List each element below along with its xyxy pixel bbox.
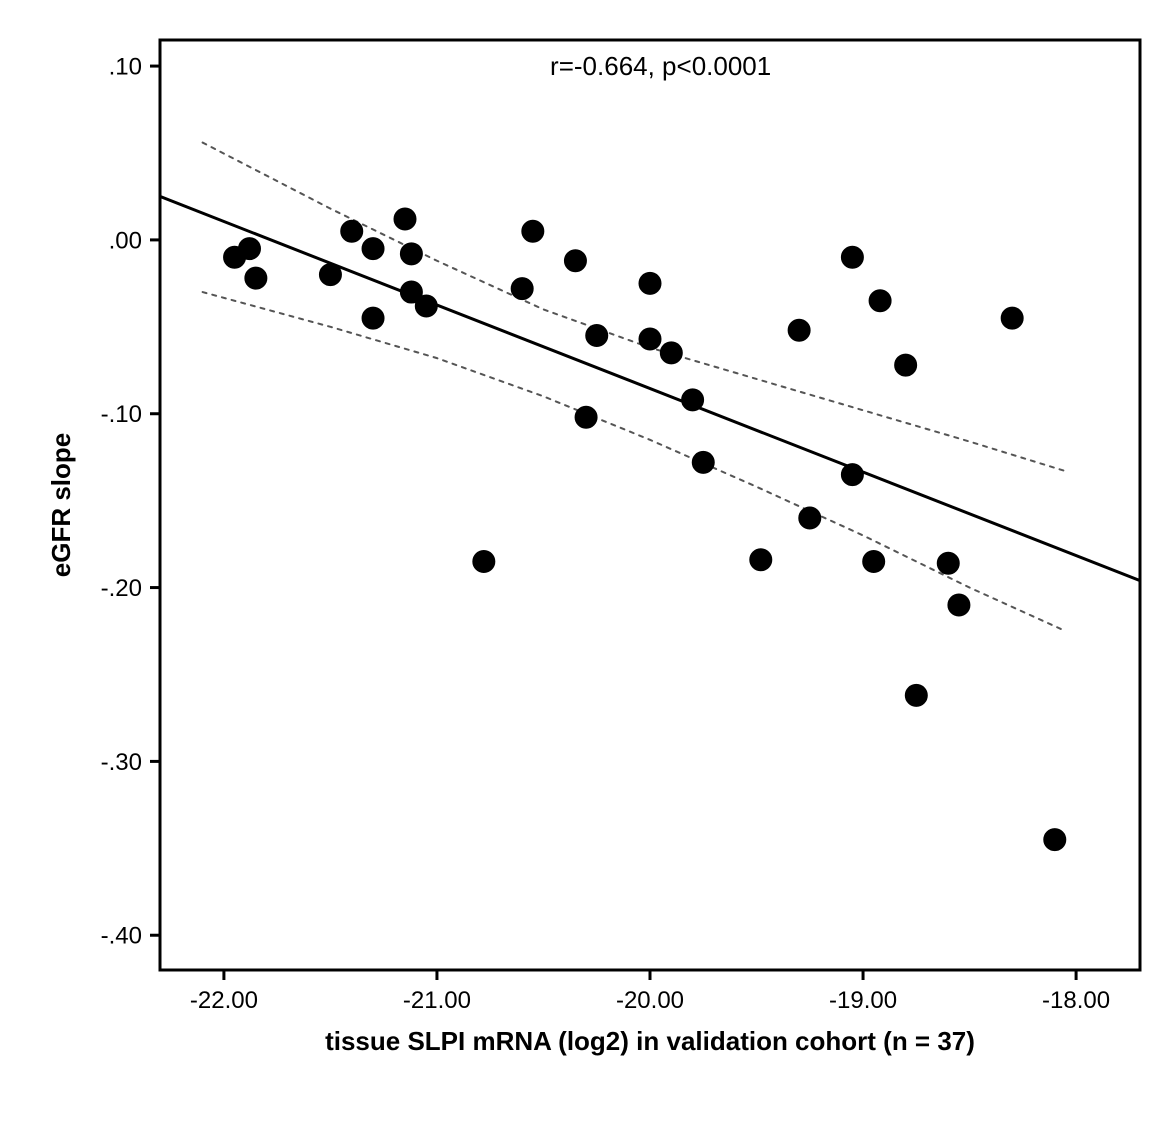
y-tick-label: -.20 — [101, 575, 142, 602]
scatter-point — [341, 220, 363, 242]
y-axis-label: eGFR slope — [46, 433, 76, 577]
scatter-point — [905, 684, 927, 706]
scatter-point — [750, 549, 772, 571]
scatter-point — [575, 406, 597, 428]
y-tick-label: -.10 — [101, 401, 142, 428]
y-tick-label: .10 — [109, 53, 142, 80]
x-axis-label: tissue SLPI mRNA (log2) in validation co… — [325, 1026, 975, 1056]
y-tick-label: .00 — [109, 227, 142, 254]
x-tick-label: -18.00 — [1042, 987, 1110, 1014]
scatter-point — [394, 208, 416, 230]
scatter-point — [522, 220, 544, 242]
scatter-point — [511, 278, 533, 300]
scatter-point — [895, 354, 917, 376]
scatter-point — [473, 550, 495, 572]
scatter-point — [692, 451, 714, 473]
scatter-point — [564, 250, 586, 272]
y-tick-label: -.40 — [101, 923, 142, 950]
scatter-point — [799, 507, 821, 529]
scatter-point — [245, 267, 267, 289]
x-tick-label: -21.00 — [403, 987, 471, 1014]
scatter-point — [1001, 307, 1023, 329]
scatter-point — [788, 319, 810, 341]
annotation-text: r=-0.664, p<0.0001 — [550, 51, 771, 81]
x-tick-label: -20.00 — [616, 987, 684, 1014]
scatter-point — [415, 295, 437, 317]
scatter-point — [639, 328, 661, 350]
scatter-point — [682, 389, 704, 411]
scatter-chart: -22.00 -21.00 -20.00 -19.00 -18.00 .10 .00 -.10… — [0, 0, 1162, 1125]
scatter-point — [362, 307, 384, 329]
scatter-point — [948, 594, 970, 616]
scatter-point — [937, 552, 959, 574]
scatter-point — [841, 464, 863, 486]
scatter-point — [863, 550, 885, 572]
scatter-point — [1044, 829, 1066, 851]
scatter-point — [319, 264, 341, 286]
scatter-point — [841, 246, 863, 268]
x-tick-label: -22.00 — [190, 987, 258, 1014]
chart-svg: -22.00 -21.00 -20.00 -19.00 -18.00 .10 .00 -.10… — [0, 0, 1162, 1125]
scatter-point — [400, 243, 422, 265]
scatter-point — [238, 238, 260, 260]
scatter-point — [639, 272, 661, 294]
x-tick-label: -19.00 — [829, 987, 897, 1014]
scatter-point — [660, 342, 682, 364]
scatter-point — [362, 238, 384, 260]
y-tick-label: -.30 — [101, 749, 142, 776]
scatter-point — [586, 325, 608, 347]
scatter-point — [869, 290, 891, 312]
